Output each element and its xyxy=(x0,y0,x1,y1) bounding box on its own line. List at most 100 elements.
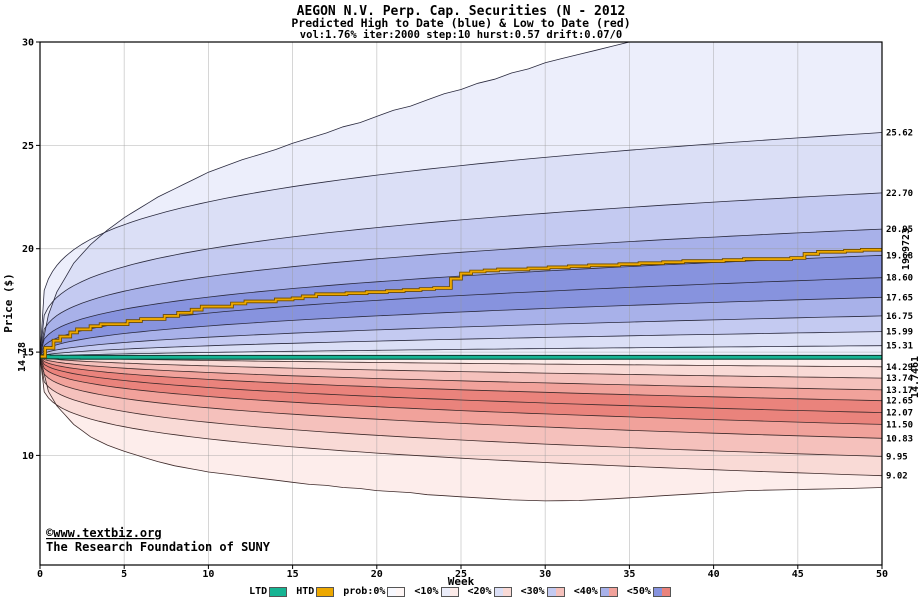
x-tick-label: 25 xyxy=(455,569,467,580)
legend-label: prob:0% xyxy=(343,586,386,597)
x-tick-label: 50 xyxy=(876,569,888,580)
prob-band xyxy=(40,255,882,357)
boundary-line xyxy=(40,356,882,502)
boundary-line xyxy=(40,356,882,379)
price-label: 14.29 xyxy=(886,363,913,373)
legend-label: <10% xyxy=(414,586,439,597)
legend-band-swatch xyxy=(652,586,671,597)
boundary-line xyxy=(40,345,882,357)
prob-band xyxy=(40,356,882,425)
legend-item: <40% xyxy=(574,586,618,597)
prob-band xyxy=(40,356,882,413)
y-axis-label: Price ($) xyxy=(2,273,15,333)
x-tick-label: 10 xyxy=(202,569,214,580)
x-tick-label: 15 xyxy=(287,569,299,580)
x-tick-label: 5 xyxy=(121,569,127,580)
prob-band xyxy=(40,42,882,357)
legend-label: <50% xyxy=(626,586,651,597)
swatch-blue-half xyxy=(547,587,556,596)
y-tick-label: 30 xyxy=(22,38,34,49)
boundary-line xyxy=(40,356,882,477)
price-label: 13.74 xyxy=(886,374,914,384)
boundary-line xyxy=(40,331,882,357)
boundary-line xyxy=(40,356,882,439)
legend-item: LTD xyxy=(249,586,288,597)
boundary-line xyxy=(40,192,882,357)
right-price-labels: 15.31 15.99 16.75 17.65 18.60 19.68 20.95 22.70… xyxy=(886,129,914,482)
legend-item: HTD xyxy=(296,586,335,597)
boundary-line xyxy=(40,356,882,413)
boundary-line xyxy=(40,228,882,357)
prob-band xyxy=(40,356,882,501)
price-label: 17.65 xyxy=(886,293,913,303)
htd-line xyxy=(40,248,882,358)
legend-item: prob:0% xyxy=(343,586,406,597)
x-tick-label: 0 xyxy=(37,569,43,580)
swatch-blue-half xyxy=(494,587,503,596)
copyright-link[interactable]: ©www.textbiz.org xyxy=(46,526,162,540)
legend-item: <30% xyxy=(521,586,565,597)
axis-ticks-and-labels: 0 5 10 15 20 25 30 35 40 45 50 10 15 20 25 30 xyxy=(22,38,888,581)
price-label: 15.99 xyxy=(886,328,913,338)
price-label: 10.83 xyxy=(886,434,913,444)
swatch-red-half xyxy=(608,587,617,596)
swatch-blue-half xyxy=(653,587,662,596)
legend-band-swatch xyxy=(387,586,406,597)
swatch-red-half xyxy=(449,587,458,596)
legend-line-swatch xyxy=(316,586,335,597)
price-label: 25.62 xyxy=(886,129,913,139)
legend-item: <20% xyxy=(468,586,512,597)
prob-band xyxy=(40,277,882,357)
price-label: 12.65 xyxy=(886,397,913,407)
boundary-line xyxy=(40,356,882,402)
legend-label: <20% xyxy=(467,586,492,597)
swatch-red-half xyxy=(555,587,564,596)
boundary-line xyxy=(40,42,632,357)
legend: LTD HTD prob:0% <10% <20% <30% <40% <50% xyxy=(0,586,920,597)
price-label: 22.70 xyxy=(886,189,913,199)
x-tick-label: 35 xyxy=(623,569,635,580)
prob-band xyxy=(40,132,882,357)
price-label: 11.50 xyxy=(886,420,913,430)
legend-label: <30% xyxy=(520,586,545,597)
legend-line-swatch xyxy=(269,586,288,597)
swatch-red-half xyxy=(661,587,670,596)
legend-label: <40% xyxy=(573,586,598,597)
ltd-final-label: 14.7461 xyxy=(910,356,920,398)
boundary-line xyxy=(40,356,882,457)
series-lines xyxy=(40,248,882,360)
boundary-line xyxy=(40,315,882,357)
price-label: 9.02 xyxy=(886,472,908,482)
price-label: 12.07 xyxy=(886,409,913,419)
legend-band-swatch xyxy=(440,586,459,597)
ltd-line xyxy=(40,355,882,359)
swatch-blue-half xyxy=(600,587,609,596)
y-tick-label: 10 xyxy=(22,451,34,462)
swatch-red-half xyxy=(502,587,511,596)
htd-final-label: 19.9723 xyxy=(901,228,912,270)
boundary-line xyxy=(40,254,882,357)
x-tick-label: 30 xyxy=(539,569,551,580)
boundary-line xyxy=(40,132,882,357)
grid xyxy=(40,42,882,565)
legend-label: LTD xyxy=(249,586,268,597)
x-tick-label: 45 xyxy=(792,569,804,580)
chart-params: vol:1.76% iter:2000 step:10 hurst:0.57 d… xyxy=(300,29,622,41)
price-label: 18.60 xyxy=(886,274,913,284)
y-tick-label: 25 xyxy=(22,141,34,152)
legend-item: <10% xyxy=(414,586,459,597)
price-label: 16.75 xyxy=(886,312,913,322)
price-label: 13.17 xyxy=(886,386,913,396)
x-tick-label: 20 xyxy=(371,569,383,580)
price-label: 20.95 xyxy=(886,225,913,235)
swatch-red-half xyxy=(396,587,405,596)
x-tick-label: 40 xyxy=(708,569,720,580)
legend-band-swatch xyxy=(546,586,565,597)
legend-band-swatch xyxy=(493,586,512,597)
chart-subtitle: Predicted High to Date (blue) & Low to D… xyxy=(291,16,630,30)
boundary-line xyxy=(40,296,882,357)
org-name: The Research Foundation of SUNY xyxy=(46,540,271,554)
boundary-line xyxy=(40,356,882,425)
